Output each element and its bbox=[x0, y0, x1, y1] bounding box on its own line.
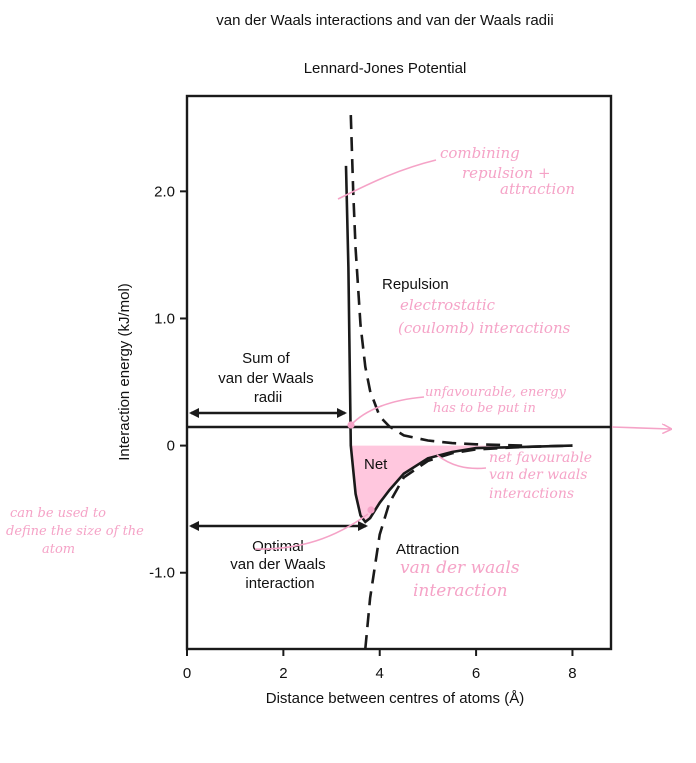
note-electrostatic: electrostatic (coulomb) interactions bbox=[398, 296, 571, 337]
optimal-line: interaction bbox=[245, 575, 314, 592]
chart-title: van der Waals interactions and van der W… bbox=[216, 12, 553, 29]
sum-radii-line: van der Waals bbox=[218, 370, 313, 387]
sum-radii-line: radii bbox=[254, 389, 282, 406]
x-tick-label: 4 bbox=[376, 665, 384, 682]
minimum-dot bbox=[367, 506, 375, 514]
repulsion-label: Repulsion bbox=[382, 276, 449, 293]
y-tick-label: -1.0 bbox=[149, 565, 175, 582]
pointer-size bbox=[254, 513, 369, 550]
optimal-line: van der Waals bbox=[230, 556, 325, 573]
x-axis-label: Distance between centres of atoms (Å) bbox=[266, 690, 524, 707]
plot-frame bbox=[185, 94, 613, 651]
x-tick-label: 6 bbox=[472, 665, 480, 682]
x-tick-label: 0 bbox=[183, 665, 191, 682]
optimal-line: Optimal bbox=[252, 538, 304, 555]
note-line: attraction bbox=[500, 180, 575, 198]
note-pointers bbox=[254, 159, 670, 550]
note-line: net favourable bbox=[489, 450, 592, 466]
net-well-fill bbox=[350, 445, 501, 522]
y-tick-label: 2.0 bbox=[154, 183, 175, 200]
y-axis-label: Interaction energy (kJ/mol) bbox=[116, 283, 133, 461]
note-line: unfavourable, energy bbox=[425, 385, 567, 400]
net-label: Net bbox=[364, 456, 388, 473]
note-line: (coulomb) interactions bbox=[398, 319, 571, 337]
handwritten-notes: combining repulsion + attraction electro… bbox=[6, 144, 596, 601]
y-tick-label: 0 bbox=[167, 438, 175, 455]
note-line: van der waals bbox=[400, 558, 520, 578]
optimal-label: Optimal van der Waals interaction bbox=[230, 538, 330, 592]
net-curve bbox=[344, 165, 573, 524]
note-line: interactions bbox=[489, 486, 574, 502]
x-tick-label: 2 bbox=[279, 665, 287, 682]
note-line: repulsion + bbox=[462, 164, 551, 182]
note-line: has to be put in bbox=[433, 401, 536, 416]
note-line: electrostatic bbox=[400, 296, 496, 314]
note-line: interaction bbox=[413, 581, 508, 601]
sum-radii-line: Sum of bbox=[242, 350, 290, 367]
chart-subtitle: Lennard-Jones Potential bbox=[304, 60, 467, 77]
x-tick-label: 8 bbox=[568, 665, 576, 682]
note-net-favourable: net favourable van der waals interaction… bbox=[489, 450, 596, 502]
pointer-right-arrow bbox=[611, 427, 670, 429]
sum-radii-label: Sum of van der Waals radii bbox=[218, 350, 318, 406]
note-size: can be used to define the size of the at… bbox=[6, 506, 148, 557]
y-axis-ticks: -1.0 0 1.0 2.0 bbox=[149, 183, 187, 582]
x-axis-ticks: 0 2 4 6 8 bbox=[183, 649, 577, 682]
pointer-unfavourable bbox=[350, 396, 425, 426]
zero-crossing-dot bbox=[347, 421, 355, 429]
pointer-net-favourable bbox=[436, 454, 487, 470]
note-unfavourable: unfavourable, energy has to be put in bbox=[425, 385, 570, 416]
note-line: can be used to bbox=[10, 506, 106, 521]
y-tick-label: 1.0 bbox=[154, 310, 175, 327]
note-line: van der waals bbox=[489, 467, 587, 483]
note-line: combining bbox=[440, 144, 520, 162]
note-combining: combining repulsion + attraction bbox=[440, 144, 575, 198]
repulsion-curve bbox=[349, 115, 525, 447]
note-line: atom bbox=[42, 542, 75, 557]
note-line: define the size of the bbox=[6, 524, 144, 539]
attraction-label: Attraction bbox=[396, 541, 459, 558]
pointer-combining bbox=[337, 159, 437, 200]
note-vdw: van der waals interaction bbox=[400, 558, 525, 601]
